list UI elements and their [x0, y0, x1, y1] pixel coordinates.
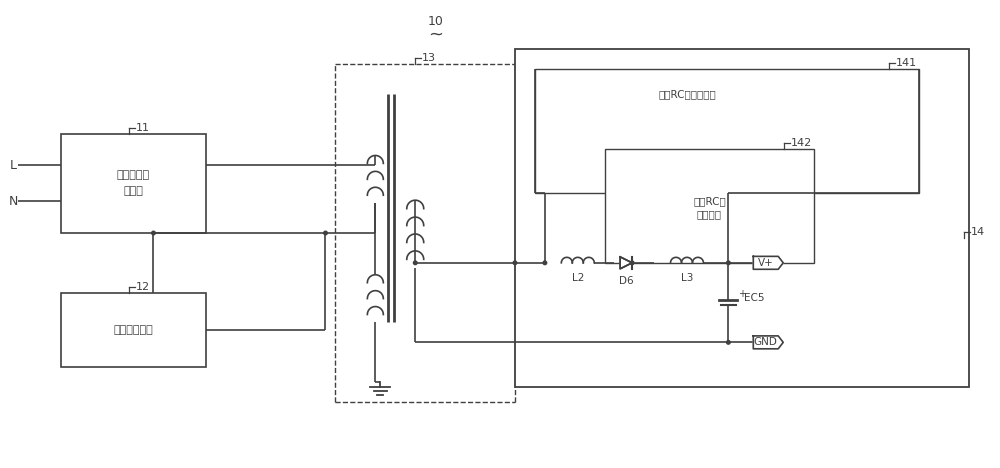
Text: 第一RC濾波子電路: 第一RC濾波子電路 — [658, 89, 716, 99]
Circle shape — [630, 261, 634, 264]
Polygon shape — [620, 257, 632, 269]
FancyBboxPatch shape — [535, 69, 919, 193]
FancyBboxPatch shape — [61, 133, 206, 233]
Text: 輸入整流濾
波電路: 輸入整流濾 波電路 — [117, 170, 150, 197]
Text: GND: GND — [754, 337, 778, 347]
Text: N: N — [9, 195, 18, 208]
Text: EC5: EC5 — [744, 292, 765, 303]
Circle shape — [543, 261, 547, 264]
Text: D6: D6 — [619, 276, 633, 286]
Text: L2: L2 — [572, 273, 584, 283]
Text: 11: 11 — [136, 123, 150, 132]
Text: 12: 12 — [136, 282, 150, 292]
Circle shape — [413, 261, 417, 264]
Circle shape — [727, 341, 730, 344]
Text: ~: ~ — [428, 25, 443, 43]
Circle shape — [324, 231, 327, 235]
Text: 第二RC濾: 第二RC濾 — [693, 196, 726, 206]
Text: 141: 141 — [896, 58, 917, 68]
Text: 10: 10 — [427, 15, 443, 28]
Text: 14: 14 — [971, 227, 985, 237]
Circle shape — [513, 261, 517, 264]
Text: V+: V+ — [758, 258, 774, 268]
Text: L3: L3 — [681, 273, 693, 283]
FancyBboxPatch shape — [515, 49, 969, 387]
FancyBboxPatch shape — [605, 148, 814, 263]
Circle shape — [727, 261, 730, 264]
Text: L: L — [10, 159, 17, 172]
FancyBboxPatch shape — [61, 292, 206, 367]
Text: +: + — [738, 289, 746, 299]
Polygon shape — [753, 336, 783, 349]
Polygon shape — [753, 256, 783, 269]
Text: 142: 142 — [791, 138, 812, 147]
Text: 13: 13 — [422, 53, 436, 63]
Text: 電源管理電路: 電源管理電路 — [114, 325, 153, 335]
Circle shape — [152, 231, 155, 235]
Text: 波子電路: 波子電路 — [697, 210, 722, 219]
